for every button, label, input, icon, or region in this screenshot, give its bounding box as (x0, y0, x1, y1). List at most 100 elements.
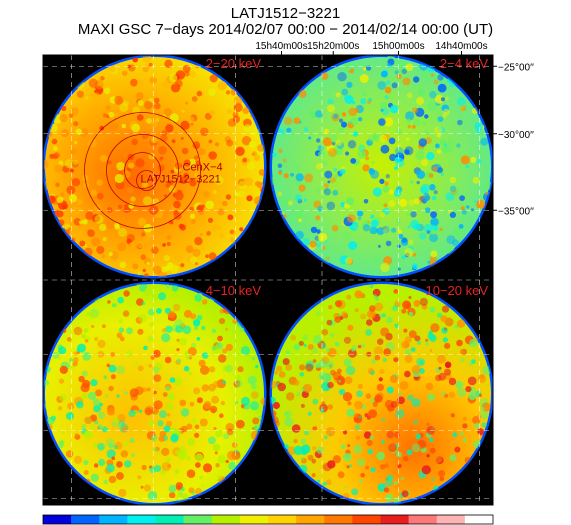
noise-blob (243, 405, 248, 410)
noise-blob (408, 199, 415, 206)
noise-blob (277, 163, 283, 169)
noise-blob (144, 100, 153, 110)
noise-blob (346, 294, 352, 300)
noise-blob (121, 70, 128, 77)
noise-blob (73, 455, 83, 464)
noise-blob (58, 160, 64, 166)
noise-blob (479, 431, 484, 436)
noise-blob (395, 409, 405, 419)
noise-blob (382, 108, 390, 116)
noise-blob (137, 328, 144, 335)
source-label: CenX−4 (183, 162, 223, 174)
noise-blob (98, 411, 106, 419)
noise-blob (326, 201, 336, 211)
noise-blob (384, 95, 389, 100)
noise-blob (365, 329, 372, 336)
noise-blob (278, 171, 282, 175)
noise-blob (151, 137, 158, 144)
colorbar-swatch (43, 515, 72, 524)
noise-blob (391, 306, 396, 312)
noise-blob (117, 204, 123, 209)
noise-blob (170, 264, 179, 274)
noise-blob (371, 359, 377, 364)
noise-blob (250, 128, 261, 138)
noise-blob (158, 145, 167, 155)
noise-blob (137, 475, 142, 480)
noise-blob (426, 454, 430, 458)
noise-blob (176, 358, 182, 364)
noise-blob (146, 387, 151, 392)
noise-blob (429, 447, 436, 454)
noise-blob (101, 324, 106, 329)
noise-blob (78, 220, 83, 225)
noise-blob (165, 325, 173, 333)
noise-blob (139, 409, 143, 413)
noise-blob (365, 465, 369, 470)
noise-blob (168, 180, 174, 186)
noise-blob (342, 392, 353, 402)
noise-blob (382, 225, 390, 234)
noise-blob (171, 291, 179, 299)
noise-blob (401, 255, 406, 259)
noise-blob (443, 393, 449, 398)
noise-blob (419, 297, 428, 306)
energy-panel: 4−10 keV (42, 281, 267, 506)
noise-blob (237, 178, 246, 187)
noise-blob (235, 379, 243, 388)
noise-blob (354, 107, 360, 113)
noise-blob (332, 189, 339, 196)
noise-blob (399, 67, 406, 74)
noise-blob (343, 63, 352, 72)
noise-blob (472, 176, 480, 184)
noise-blob (351, 347, 356, 352)
noise-blob (307, 454, 314, 461)
noise-blob (154, 97, 160, 104)
noise-blob (322, 160, 328, 166)
noise-blob (278, 371, 286, 378)
ra-tick-label: 15h40m00s (255, 41, 307, 52)
noise-blob (119, 261, 127, 269)
noise-blob (184, 117, 188, 121)
noise-blob (166, 420, 173, 427)
noise-blob (325, 427, 336, 437)
noise-blob (163, 254, 170, 262)
noise-blob (449, 81, 456, 88)
noise-blob (132, 56, 138, 63)
noise-blob (59, 114, 68, 123)
noise-blob (442, 337, 448, 343)
noise-blob (242, 107, 250, 114)
noise-blob (302, 383, 313, 393)
noise-blob (248, 140, 256, 149)
noise-blob (165, 99, 174, 108)
noise-blob (444, 368, 451, 376)
noise-blob (401, 237, 408, 243)
noise-blob (198, 148, 206, 156)
noise-blob (107, 160, 112, 165)
noise-blob (293, 438, 298, 444)
noise-blob (384, 463, 389, 468)
noise-blob (211, 395, 220, 404)
noise-blob (114, 173, 124, 184)
noise-blob (321, 356, 330, 364)
noise-blob (320, 343, 327, 349)
noise-blob (340, 444, 346, 450)
noise-blob (171, 284, 179, 292)
noise-blob (180, 120, 190, 130)
noise-blob (189, 213, 196, 219)
noise-blob (406, 92, 413, 99)
noise-blob (250, 383, 257, 390)
noise-blob (393, 289, 399, 294)
noise-blob (243, 124, 252, 133)
noise-blob (176, 348, 180, 352)
noise-blob (237, 190, 245, 198)
noise-blob (430, 250, 438, 258)
noise-blob (404, 349, 411, 356)
noise-blob (438, 366, 442, 370)
noise-blob (316, 163, 323, 170)
noise-blob (218, 354, 227, 363)
noise-blob (394, 484, 401, 490)
noise-blob (171, 139, 176, 144)
noise-blob (130, 78, 138, 87)
noise-blob (83, 328, 89, 333)
noise-blob (65, 450, 74, 458)
